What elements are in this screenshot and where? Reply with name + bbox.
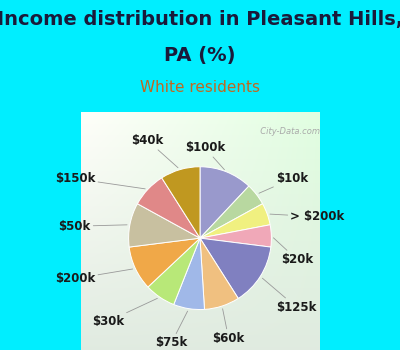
Wedge shape [162, 167, 200, 238]
Wedge shape [200, 225, 271, 247]
Text: $10k: $10k [259, 172, 308, 193]
Text: Income distribution in Pleasant Hills,: Income distribution in Pleasant Hills, [0, 10, 400, 29]
Text: $60k: $60k [212, 309, 245, 345]
Text: $20k: $20k [274, 238, 313, 266]
Wedge shape [138, 178, 200, 238]
Text: PA (%): PA (%) [164, 46, 236, 64]
Wedge shape [200, 167, 249, 238]
Wedge shape [129, 238, 200, 287]
Text: $200k: $200k [55, 269, 133, 285]
Text: $150k: $150k [55, 172, 145, 189]
Text: $100k: $100k [185, 141, 225, 170]
Text: > $200k: > $200k [270, 210, 345, 223]
Wedge shape [200, 186, 262, 238]
Wedge shape [148, 238, 200, 304]
Text: $30k: $30k [92, 298, 157, 328]
Text: White residents: White residents [140, 80, 260, 96]
Text: $125k: $125k [262, 278, 316, 314]
Wedge shape [200, 238, 271, 299]
Text: $75k: $75k [155, 311, 188, 349]
Wedge shape [174, 238, 204, 309]
Wedge shape [129, 204, 200, 247]
Text: $40k: $40k [132, 134, 178, 168]
Wedge shape [200, 238, 238, 309]
Text: City-Data.com: City-Data.com [255, 127, 320, 135]
Wedge shape [200, 204, 270, 238]
Text: $50k: $50k [58, 220, 127, 233]
